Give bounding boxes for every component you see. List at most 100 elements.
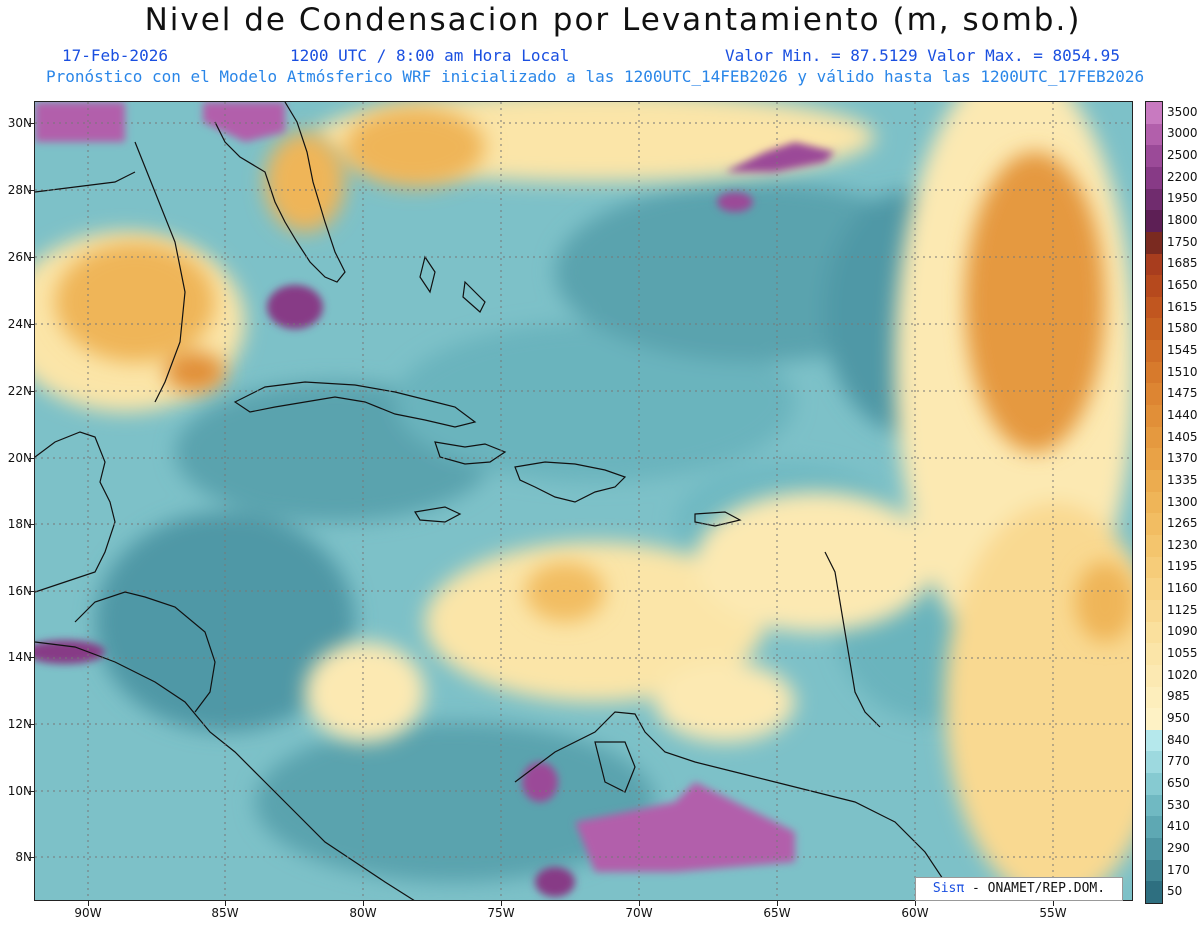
lat-tick xyxy=(29,458,34,459)
lon-tick xyxy=(363,901,364,906)
lon-label: 85W xyxy=(211,906,239,920)
colorbar-label: 170 xyxy=(1167,862,1190,877)
lon-label: 70W xyxy=(625,906,653,920)
colorbar-label: 2200 xyxy=(1167,169,1198,184)
field-high-orange xyxy=(55,107,1133,642)
lon-tick xyxy=(915,901,916,906)
colorbar-label: 1370 xyxy=(1167,451,1198,466)
colorbar-swatch xyxy=(1146,166,1162,190)
colorbar-label: 3000 xyxy=(1167,126,1198,141)
colorbar-swatch xyxy=(1146,859,1162,882)
colorbar-swatch xyxy=(1146,448,1162,471)
colorbar-label: 1090 xyxy=(1167,624,1198,639)
colorbar-label: 1545 xyxy=(1167,342,1198,357)
colorbar-swatch xyxy=(1146,729,1162,752)
forecast-time: 1200 UTC / 8:00 am Hora Local xyxy=(290,46,570,65)
forecast-date: 17-Feb-2026 xyxy=(62,46,168,65)
colorbar-swatch xyxy=(1146,838,1162,861)
colorbar-label: 1510 xyxy=(1167,364,1198,379)
lat-label: 20N xyxy=(7,451,32,465)
colorbar-swatch xyxy=(1146,123,1162,146)
colorbar-label: 1300 xyxy=(1167,494,1198,509)
colorbar-label: 1475 xyxy=(1167,386,1198,401)
colorbar-label: 1020 xyxy=(1167,667,1198,682)
colorbar-swatch xyxy=(1146,513,1162,536)
lat-label: 16N xyxy=(7,584,32,598)
colorbar-label: 50 xyxy=(1167,884,1183,899)
credit-brand: Sisπ xyxy=(932,881,965,896)
colorbar-swatch xyxy=(1146,621,1162,644)
colorbar-swatch xyxy=(1146,491,1162,514)
colorbar-label: 1405 xyxy=(1167,429,1198,444)
lat-tick xyxy=(29,857,34,858)
lon-label: 75W xyxy=(487,906,515,920)
lon-label: 80W xyxy=(349,906,377,920)
colorbar-swatch xyxy=(1146,253,1162,276)
colorbar-swatch xyxy=(1146,708,1162,731)
colorbar-label: 650 xyxy=(1167,775,1190,790)
lat-label: 26N xyxy=(7,250,32,264)
colorbar-swatch xyxy=(1146,361,1162,384)
credit-text: - ONAMET/REP.DOM. xyxy=(964,881,1106,896)
lon-tick xyxy=(501,901,502,906)
colorbar-label: 1800 xyxy=(1167,213,1198,228)
colorbar-label: 1195 xyxy=(1167,559,1198,574)
lat-tick xyxy=(29,524,34,525)
colorbar-label: 770 xyxy=(1167,754,1190,769)
colorbar-swatch xyxy=(1146,405,1162,428)
colorbar-swatch xyxy=(1146,556,1162,579)
colorbar-label: 1615 xyxy=(1167,299,1198,314)
colorbar-label: 840 xyxy=(1167,732,1190,747)
colorbar-swatch xyxy=(1146,340,1162,363)
colorbar-swatch xyxy=(1146,275,1162,298)
coastlines xyxy=(35,102,956,901)
lat-label: 18N xyxy=(7,517,32,531)
colorbar-swatch xyxy=(1146,534,1162,558)
lat-tick xyxy=(29,724,34,725)
map-canvas xyxy=(35,102,1133,901)
colorbar-label: 1440 xyxy=(1167,407,1198,422)
lon-tick xyxy=(225,901,226,906)
colorbar-swatch xyxy=(1146,210,1162,233)
value-range: Valor Min. = 87.5129 Valor Max. = 8054.9… xyxy=(725,46,1120,65)
colorbar-label: 1580 xyxy=(1167,321,1198,336)
colorbar-swatch xyxy=(1146,470,1162,493)
lat-label: 12N xyxy=(7,717,32,731)
colorbar-swatch xyxy=(1146,881,1162,904)
lon-label: 65W xyxy=(763,906,791,920)
colorbar-swatch xyxy=(1146,578,1162,601)
colorbar-swatch xyxy=(1146,794,1162,817)
lat-tick xyxy=(29,391,34,392)
colorbar-label: 985 xyxy=(1167,689,1190,704)
colorbar-label: 1950 xyxy=(1167,191,1198,206)
graticule xyxy=(35,102,1133,901)
lat-tick xyxy=(29,791,34,792)
colorbar-label: 3500 xyxy=(1167,104,1198,119)
field-max-purple xyxy=(35,102,835,897)
lon-tick xyxy=(639,901,640,906)
colorbar-swatch xyxy=(1146,686,1162,709)
colorbar-label: 1055 xyxy=(1167,646,1198,661)
colorbar-swatch xyxy=(1146,296,1162,319)
lat-tick xyxy=(29,591,34,592)
lon-label: 55W xyxy=(1039,906,1067,920)
colorbar-label: 1750 xyxy=(1167,234,1198,249)
colorbar-swatch xyxy=(1146,102,1162,125)
lat-tick xyxy=(29,190,34,191)
lcl-map xyxy=(35,102,1133,901)
lat-tick xyxy=(29,657,34,658)
colorbar-label: 290 xyxy=(1167,840,1190,855)
colorbar-label: 950 xyxy=(1167,710,1190,725)
colorbar-swatch xyxy=(1146,751,1162,774)
colorbar-swatch xyxy=(1146,664,1162,687)
colorbar-label: 1230 xyxy=(1167,537,1198,552)
colorbar-label: 1685 xyxy=(1167,256,1198,271)
lon-label: 60W xyxy=(901,906,929,920)
lat-label: 30N xyxy=(7,116,32,130)
colorbar-swatch xyxy=(1146,231,1162,255)
model-info: Pronóstico con el Modelo Atmósferico WRF… xyxy=(46,67,1145,86)
lat-label: 14N xyxy=(7,650,32,664)
lat-tick xyxy=(29,123,34,124)
colorbar-label: 1335 xyxy=(1167,472,1198,487)
lat-tick xyxy=(29,257,34,258)
